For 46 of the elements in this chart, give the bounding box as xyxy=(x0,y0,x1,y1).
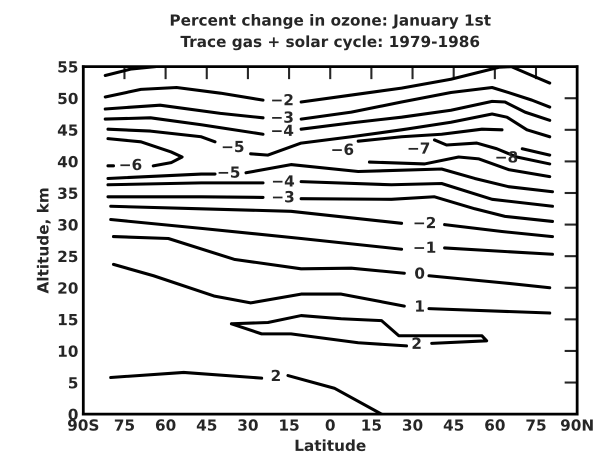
series-label: −1 xyxy=(414,242,436,253)
y-tick-label: 10 xyxy=(58,345,78,357)
y-tick-label: 30 xyxy=(58,219,78,231)
x-tick-label: 30 xyxy=(402,419,422,431)
y-axis-title: Altitude, km xyxy=(36,188,51,294)
x-tick-label: 75 xyxy=(114,419,134,431)
x-tick-label: 90S xyxy=(68,419,98,431)
series-label: −4 xyxy=(272,175,294,186)
y-tick-label: 50 xyxy=(58,92,78,104)
series-label: −2 xyxy=(414,216,435,228)
series-label: −5 xyxy=(222,140,244,152)
x-tick-label: 90N xyxy=(560,419,593,431)
series-label: 0 xyxy=(415,267,424,279)
x-tick-label: 75 xyxy=(526,419,546,431)
x-tick-label: 15 xyxy=(280,419,299,431)
y-tick-label: 5 xyxy=(68,377,78,389)
series-label: 2 xyxy=(412,338,421,349)
series-label: −6 xyxy=(120,158,142,170)
x-tick-label: 60 xyxy=(485,419,505,431)
y-tick-label: 0 xyxy=(68,408,78,420)
series-label: −5 xyxy=(218,166,240,178)
series-label: −6 xyxy=(332,144,354,156)
y-tick-label: 45 xyxy=(58,124,78,136)
y-tick-label: 55 xyxy=(58,61,78,73)
x-axis-title: Latitude xyxy=(296,439,366,452)
x-tick-label: 15 xyxy=(362,419,381,431)
series-label: 1 xyxy=(416,300,424,312)
x-tick-label: 0 xyxy=(326,419,335,431)
series-label: −3 xyxy=(272,111,293,123)
chart-subtitle: Trace gas + solar cycle: 1979-1986 xyxy=(180,35,480,50)
chart-title: Percent change in ozone: January 1st xyxy=(170,14,491,29)
x-tick-label: 45 xyxy=(196,419,216,431)
x-tick-label: 30 xyxy=(238,419,258,431)
series-label: −8 xyxy=(496,151,518,163)
series-label: −7 xyxy=(408,142,430,154)
series-label: 2 xyxy=(272,370,280,382)
x-tick-label: 60 xyxy=(156,419,176,431)
y-tick-label: 20 xyxy=(58,282,78,294)
series-label: −3 xyxy=(272,190,294,202)
x-tick-label: 45 xyxy=(444,419,464,431)
series-label: −4 xyxy=(272,124,294,136)
y-tick-label: 15 xyxy=(58,314,78,326)
y-tick-label: 35 xyxy=(58,187,78,200)
series-label: −2 xyxy=(272,94,293,106)
y-tick-label: 40 xyxy=(58,156,78,168)
y-tick-label: 25 xyxy=(58,250,78,262)
